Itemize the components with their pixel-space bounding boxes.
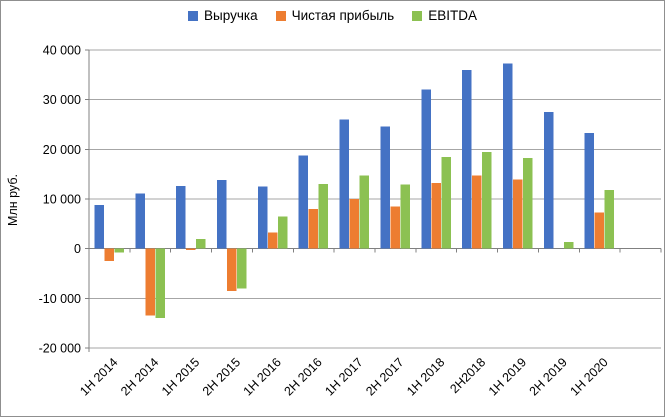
x-category-label: 1H 2019 [486, 355, 529, 398]
bar-Выручка-1H 2014 [94, 205, 104, 249]
bar-Чистая прибыль-1H 2019 [513, 179, 523, 249]
bar-Выручка-1H 2016 [257, 186, 268, 249]
x-category-label: 1H 2015 [159, 355, 202, 398]
x-category-label: 1H 2014 [77, 355, 120, 398]
y-tick-label: 30 000 [43, 93, 81, 107]
bar-EBITDA-1H 2014 [114, 248, 124, 253]
legend-item-0: Выручка [188, 8, 258, 23]
bar-EBITDA-2H 2017 [400, 184, 410, 249]
bar-EBITDA-2H 2016 [318, 184, 329, 249]
bar-Выручка-1H 2019 [503, 63, 513, 249]
bar-Выручка-1H 2017 [339, 119, 350, 249]
bar-EBITDA-1H 2020 [604, 190, 615, 249]
bar-Выручка-2H 2019 [543, 112, 554, 249]
bar-Чистая прибыль-1H 2015 [186, 248, 196, 251]
bar-Чистая прибыль-2H2018 [472, 175, 482, 249]
bar-Выручка-1H 2020 [584, 132, 595, 249]
y-tick-label: 20 000 [43, 143, 81, 157]
bar-EBITDA-2H 2015 [237, 248, 247, 289]
legend-label: Выручка [204, 8, 258, 23]
legend-swatch [188, 10, 199, 21]
bar-Выручка-2H 2015 [217, 180, 227, 249]
bar-EBITDA-1H 2017 [359, 175, 370, 249]
bar-EBITDA-2H2018 [482, 151, 492, 249]
bar-Чистая прибыль-2H 2016 [308, 208, 319, 249]
legend-swatch [275, 10, 286, 21]
x-category-label: 2H 2017 [363, 355, 406, 398]
bar-Чистая прибыль-1H 2017 [349, 199, 360, 249]
y-tick-label: -20 000 [39, 342, 81, 356]
bar-Чистая прибыль-2H 2015 [227, 248, 237, 291]
bar-EBITDA-2H 2019 [563, 242, 574, 249]
x-category-label: 2H 2019 [527, 355, 570, 398]
bar-Выручка-2H 2017 [380, 126, 390, 249]
bar-Чистая прибыль-1H 2020 [594, 212, 605, 249]
bar-EBITDA-1H 2015 [196, 239, 206, 249]
y-tick-label: 0 [74, 242, 81, 256]
bar-Выручка-1H 2015 [176, 186, 186, 249]
bar-Чистая прибыль-1H 2014 [104, 248, 114, 262]
x-category-label: 1H 2016 [241, 355, 284, 398]
bar-EBITDA-1H 2019 [523, 157, 533, 249]
bar-EBITDA-2H 2014 [155, 248, 165, 319]
legend-label: EBITDA [428, 8, 477, 23]
bar-EBITDA-1H 2018 [441, 156, 451, 249]
y-tick-label: 40 000 [43, 44, 81, 58]
bar-Выручка-2H 2014 [135, 193, 145, 249]
bar-EBITDA-1H 2016 [277, 216, 288, 249]
bar-Чистая прибыль-2H 2017 [390, 206, 400, 249]
x-category-label: 2H2018 [447, 355, 488, 396]
legend-item-1: Чистая прибыль [275, 8, 395, 23]
bar-Выручка-1H 2018 [421, 89, 431, 249]
bar-Выручка-2H2018 [462, 69, 472, 249]
legend-label: Чистая прибыль [291, 8, 395, 23]
bar-Чистая прибыль-1H 2018 [431, 183, 441, 249]
y-tick-label: -10 000 [39, 292, 81, 306]
legend: Выручка Чистая прибыль EBITDA [1, 8, 664, 23]
x-category-label: 1H 2018 [404, 355, 447, 398]
legend-item-2: EBITDA [412, 8, 477, 23]
bar-Чистая прибыль-2H 2014 [145, 248, 155, 316]
y-tick-label: 10 000 [43, 193, 81, 207]
x-category-label: 1H 2017 [322, 355, 365, 398]
x-category-label: 2H 2015 [200, 355, 243, 398]
bar-Выручка-2H 2016 [298, 155, 309, 249]
legend-swatch [412, 10, 423, 21]
x-category-label: 2H 2016 [282, 355, 325, 398]
y-axis-title: Млн руб. [6, 174, 20, 226]
bar-Чистая прибыль-1H 2016 [267, 232, 278, 249]
x-category-label: 2H 2014 [118, 355, 161, 398]
x-category-label: 1H 2020 [568, 355, 611, 398]
